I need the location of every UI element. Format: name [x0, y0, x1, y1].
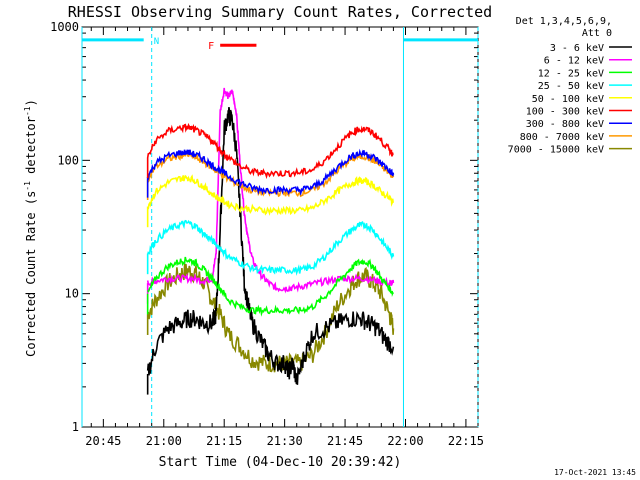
y-axis-label: Corrected Count Rate (s-1 detector-1): [23, 99, 38, 357]
x-tick-label: 21:30: [267, 434, 303, 448]
legend-entry-label: 7000 - 15000 keV: [508, 145, 604, 156]
series-line-6: [147, 148, 395, 197]
series-line-3: [146, 219, 395, 276]
series-line-8: [146, 263, 395, 373]
x-tick-label: 22:15: [448, 434, 484, 448]
x-tick-label: 21:45: [327, 434, 363, 448]
x-tick-label: 21:00: [146, 434, 182, 448]
legend-header-line: Det 1,3,4,5,6,9,: [516, 16, 612, 27]
legend-entry-label: 25 - 50 keV: [538, 81, 604, 92]
x-tick-label: 20:45: [85, 434, 121, 448]
y-tick-label: 100: [57, 153, 79, 167]
y-tick-label: 1000: [50, 20, 79, 34]
series-line-4: [147, 174, 395, 216]
series-line-5: [146, 122, 394, 180]
legend-entry-label: 50 - 100 keV: [532, 94, 604, 105]
legend: Det 1,3,4,5,6,9,Att 0 3 - 6 keV 6 - 12 keV…: [508, 16, 632, 156]
x-axis-label: Start Time (04-Dec-10 20:39:42): [159, 455, 402, 470]
legend-entry-label: 12 - 25 keV: [538, 68, 604, 79]
series-line-0: [146, 106, 395, 385]
legend-entry-label: 300 - 800 keV: [526, 119, 604, 130]
legend-entry-label: 3 - 6 keV: [550, 43, 604, 54]
legend-entry-label: 6 - 12 keV: [544, 56, 604, 67]
footer-date: 17-Oct-2021 13:45: [554, 468, 636, 477]
night-flag-label: N: [154, 37, 159, 47]
x-tick-label: 22:00: [387, 434, 423, 448]
series-line-2: [147, 256, 395, 317]
plot-area: 1 10 100 1000 20:45 21:00 21:15 21:30 21:45 22:00…: [50, 20, 484, 448]
legend-header-line: Att 0: [582, 28, 612, 39]
y-tick-label: 10: [65, 287, 79, 301]
flare-flag-label: F: [208, 41, 214, 52]
legend-entry-label: 800 - 7000 keV: [520, 132, 604, 143]
legend-entry-label: 100 - 300 keV: [526, 107, 604, 118]
chart-title: RHESSI Observing Summary Count Rates, Co…: [68, 3, 492, 21]
x-tick-label: 21:15: [206, 434, 242, 448]
y-tick-label: 1: [72, 420, 79, 434]
